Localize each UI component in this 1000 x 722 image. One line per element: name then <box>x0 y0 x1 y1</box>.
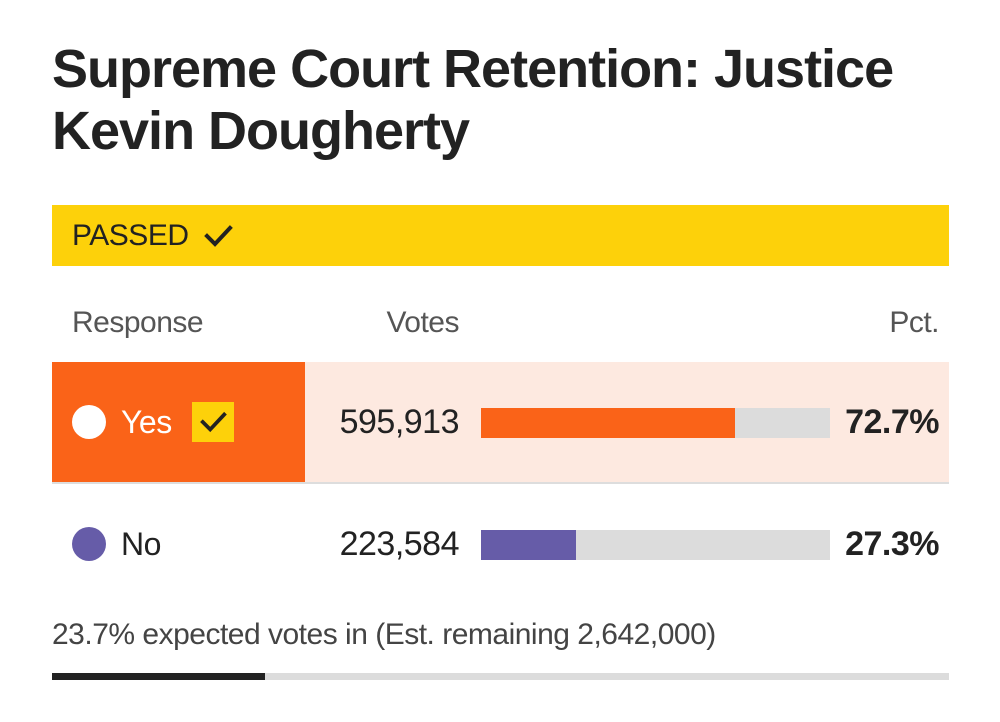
table-row: Yes 595,913 72.7% <box>52 362 949 482</box>
column-header-response: Response <box>72 306 204 339</box>
reporting-status: 23.7% expected votes in (Est. remaining … <box>52 618 716 651</box>
vote-percentage: 27.3% <box>845 524 939 563</box>
response-cell: No <box>52 484 305 604</box>
column-header-votes: Votes <box>386 306 459 339</box>
vote-share-bar <box>481 408 830 438</box>
winner-checkmark-icon <box>191 402 234 442</box>
row-divider <box>52 482 949 484</box>
status-label: PASSED <box>72 218 189 252</box>
color-dot <box>72 405 106 439</box>
column-header-pct: Pct. <box>889 306 939 339</box>
response-cell: Yes <box>52 362 305 482</box>
status-banner: PASSED <box>52 205 949 266</box>
response-label: No <box>121 525 161 562</box>
vote-share-bar-fill <box>481 530 577 560</box>
table-row: No 223,584 27.3% <box>52 484 949 604</box>
expected-votes-progress-fill <box>52 673 265 680</box>
page-title: Supreme Court Retention: Justice Kevin D… <box>52 39 894 161</box>
results-header: Response Votes Pct. <box>52 300 949 350</box>
color-dot <box>72 527 106 561</box>
checkmark-icon <box>203 221 233 251</box>
response-label: Yes <box>121 403 172 440</box>
vote-share-bar <box>481 530 830 560</box>
vote-percentage: 72.7% <box>845 402 939 441</box>
vote-count: 595,913 <box>339 402 460 441</box>
vote-count: 223,584 <box>339 524 460 563</box>
vote-share-bar-fill <box>481 408 735 438</box>
expected-votes-progress <box>52 673 949 680</box>
